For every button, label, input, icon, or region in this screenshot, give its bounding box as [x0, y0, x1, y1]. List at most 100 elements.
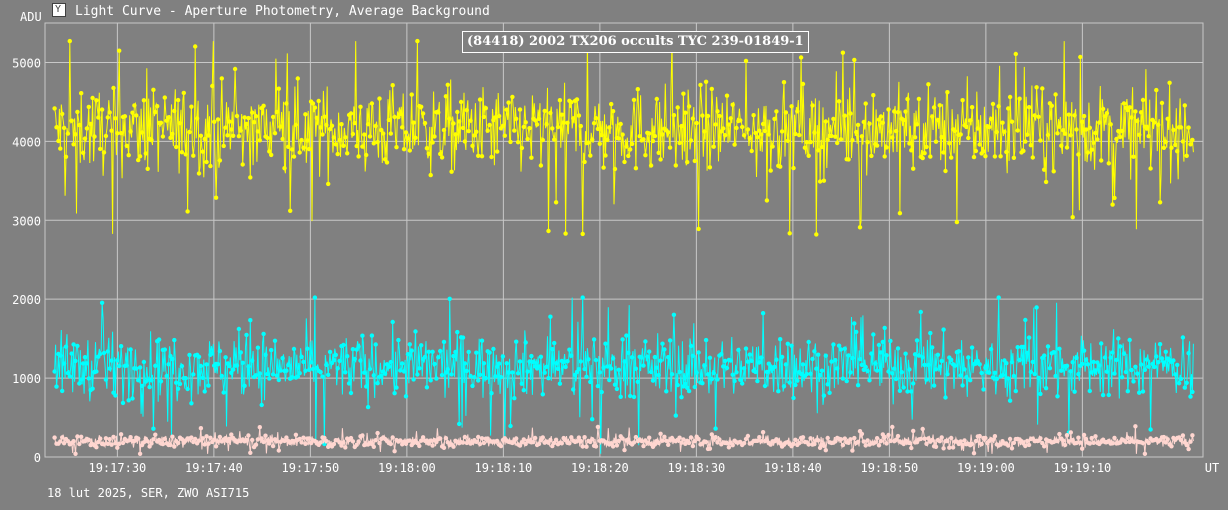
data-point — [1190, 433, 1195, 438]
data-point — [204, 159, 209, 165]
data-point — [1093, 368, 1098, 373]
data-point — [658, 431, 663, 436]
data-point — [715, 377, 720, 382]
data-point — [263, 433, 268, 438]
y-axis-label: ADU — [20, 10, 42, 24]
data-point — [253, 114, 259, 119]
data-point — [519, 145, 525, 151]
chart-axes — [44, 22, 1204, 458]
data-point — [810, 103, 815, 108]
data-point — [438, 348, 443, 354]
data-point — [580, 444, 585, 449]
data-point — [1089, 370, 1094, 375]
data-point — [931, 105, 937, 110]
data-point — [248, 318, 253, 323]
data-point — [1045, 344, 1051, 349]
data-point — [931, 383, 937, 388]
data-point — [1026, 442, 1032, 448]
data-point — [139, 383, 145, 389]
data-point — [272, 338, 278, 343]
data-point — [413, 329, 418, 334]
data-point — [394, 385, 399, 390]
data-point — [1083, 357, 1089, 362]
data-point — [597, 141, 602, 146]
data-point — [299, 137, 304, 143]
data-point — [369, 333, 375, 338]
data-point — [679, 123, 684, 129]
data-point — [514, 116, 519, 122]
data-point — [1165, 116, 1170, 122]
data-point — [552, 340, 557, 346]
data-point — [685, 159, 690, 165]
data-point — [278, 124, 283, 129]
data-point — [362, 370, 367, 375]
data-point — [789, 343, 794, 348]
data-point — [947, 141, 952, 146]
data-point — [96, 439, 101, 445]
data-point — [595, 424, 601, 430]
data-point — [455, 109, 460, 115]
data-point — [274, 439, 280, 444]
data-point — [968, 118, 973, 123]
data-point — [1112, 435, 1117, 441]
data-point — [305, 138, 310, 143]
data-point — [1083, 127, 1089, 132]
data-point — [288, 208, 293, 213]
data-point — [990, 375, 996, 380]
data-point — [1148, 427, 1153, 432]
data-point — [1091, 440, 1096, 445]
data-point — [345, 354, 350, 359]
data-point — [909, 148, 914, 153]
data-point — [1038, 391, 1043, 397]
data-point — [481, 361, 487, 366]
data-point — [555, 124, 561, 130]
data-point — [1106, 392, 1112, 398]
data-point — [1171, 358, 1176, 363]
data-point — [291, 154, 297, 159]
x-axis-label: UT — [1205, 461, 1219, 475]
data-point — [371, 373, 376, 378]
data-point — [966, 355, 971, 360]
data-point — [360, 144, 365, 149]
data-point — [1066, 439, 1072, 444]
data-point — [155, 104, 160, 109]
data-point — [77, 381, 82, 386]
data-point — [521, 124, 526, 130]
data-point — [1017, 357, 1022, 363]
data-point — [905, 389, 910, 394]
data-point — [1055, 394, 1060, 399]
data-point — [377, 440, 382, 446]
data-point — [75, 343, 80, 349]
data-point — [892, 366, 897, 371]
x-tick-label: 19:17:30 — [88, 461, 146, 475]
data-point — [1017, 96, 1022, 101]
data-point — [345, 151, 350, 156]
data-point — [609, 101, 614, 107]
data-point — [240, 360, 245, 365]
data-point — [797, 440, 802, 446]
data-point — [734, 370, 739, 375]
data-point — [863, 101, 868, 106]
data-point — [705, 372, 711, 377]
data-point — [1028, 143, 1034, 148]
data-point — [73, 358, 78, 364]
data-point — [1146, 134, 1151, 139]
data-point — [1097, 120, 1102, 125]
data-point — [871, 93, 876, 98]
data-point — [126, 398, 131, 403]
data-point — [101, 442, 107, 447]
data-point — [1133, 364, 1138, 369]
data-point — [586, 140, 591, 145]
data-point — [105, 441, 111, 446]
data-point — [1165, 437, 1170, 442]
data-point — [920, 426, 925, 432]
data-point — [71, 342, 76, 347]
data-point — [979, 370, 984, 376]
light-curve-app-icon[interactable]: Y — [52, 3, 66, 17]
data-point — [943, 395, 948, 400]
data-point — [527, 126, 532, 131]
data-point — [1133, 424, 1138, 429]
data-point — [939, 134, 944, 140]
data-point — [692, 384, 697, 390]
data-point — [1137, 132, 1142, 137]
